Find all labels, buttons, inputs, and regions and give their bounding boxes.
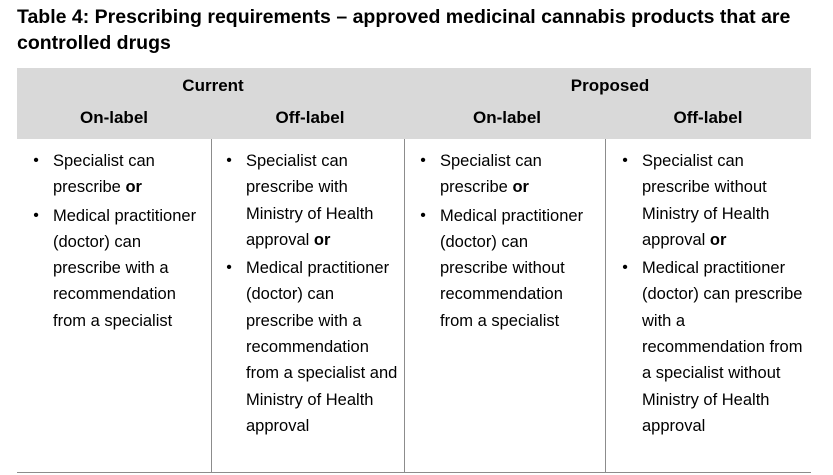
list-item-text: Medical practitioner (doctor) can prescr…: [440, 206, 584, 330]
list-item: • Specialist can prescribe or: [413, 148, 599, 201]
column-divider: [404, 139, 405, 472]
group-header-current: Current: [182, 76, 244, 95]
list-item-text: Medical practitioner (doctor) can prescr…: [53, 206, 197, 330]
list-item-text: Specialist can prescribe: [53, 152, 155, 197]
table-title: Table 4: Prescribing requirements – appr…: [17, 6, 791, 54]
list-item-conjunction: or: [512, 178, 529, 197]
column-header-proposed-off-label: Off-label: [673, 108, 743, 127]
list-item: • Medical practitioner (doctor) can pres…: [413, 203, 599, 334]
list-item-text: Specialist can prescribe: [440, 152, 542, 197]
column-divider: [211, 139, 212, 472]
list-item-text: Specialist can prescribe without Ministr…: [642, 152, 770, 249]
list-item-conjunction: or: [125, 178, 142, 197]
column-header-proposed-on-label: On-label: [472, 108, 541, 127]
bullet-icon: •: [622, 259, 628, 277]
table-row: • Specialist can prescribe or • Medical …: [17, 139, 811, 472]
prescribing-requirements-table: Current Proposed On-label Off-label On-l…: [17, 68, 811, 475]
bullet-list: • Specialist can prescribe with Ministry…: [219, 148, 403, 441]
bullet-list: • Specialist can prescribe or • Medical …: [413, 148, 599, 336]
table-cell-current-off-label: • Specialist can prescribe with Ministry…: [211, 139, 404, 472]
list-item: • Specialist can prescribe with Ministry…: [219, 148, 403, 253]
bullet-icon: •: [33, 152, 39, 169]
list-item-text: Specialist can prescribe with Ministry o…: [246, 152, 374, 249]
list-item: • Specialist can prescribe or: [26, 148, 208, 201]
bullet-icon: •: [33, 206, 39, 224]
list-item: • Medical practitioner (doctor) can pres…: [26, 203, 208, 334]
list-item: • Medical practitioner (doctor) can pres…: [219, 255, 403, 439]
list-item: • Medical practitioner (doctor) can pres…: [615, 255, 811, 439]
table-cell-proposed-on-label: • Specialist can prescribe or • Medical …: [404, 139, 605, 472]
bullet-icon: •: [226, 259, 232, 277]
table-header: Current Proposed On-label Off-label On-l…: [17, 68, 811, 139]
list-item-conjunction: or: [313, 230, 331, 249]
column-divider: [605, 139, 606, 472]
list-item-text: Medical practitioner (doctor) can prescr…: [246, 259, 398, 435]
bullet-list: • Specialist can prescribe or • Medical …: [26, 148, 208, 336]
table-bottom-border: [17, 472, 811, 473]
list-item: • Specialist can prescribe without Minis…: [615, 148, 811, 253]
list-item-text: Medical practitioner (doctor) can prescr…: [642, 259, 803, 435]
bullet-icon: •: [420, 206, 426, 224]
table-cell-proposed-off-label: • Specialist can prescribe without Minis…: [605, 139, 811, 472]
bullet-icon: •: [622, 152, 628, 169]
bullet-list: • Specialist can prescribe without Minis…: [615, 148, 811, 441]
table-cell-current-on-label: • Specialist can prescribe or • Medical …: [17, 139, 211, 472]
bullet-icon: •: [420, 152, 426, 169]
bullet-icon: •: [226, 152, 232, 169]
group-header-proposed: Proposed: [570, 76, 650, 95]
column-header-current-off-label: Off-label: [275, 108, 345, 127]
list-item-conjunction: or: [709, 230, 727, 249]
column-header-current-on-label: On-label: [79, 108, 148, 127]
